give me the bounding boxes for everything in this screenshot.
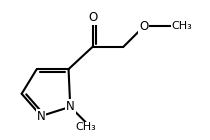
Text: CH₃: CH₃ (171, 21, 192, 31)
Text: N: N (37, 109, 46, 122)
Text: O: O (139, 20, 148, 33)
Text: O: O (88, 11, 97, 24)
Text: CH₃: CH₃ (75, 122, 96, 132)
Text: N: N (66, 100, 75, 113)
